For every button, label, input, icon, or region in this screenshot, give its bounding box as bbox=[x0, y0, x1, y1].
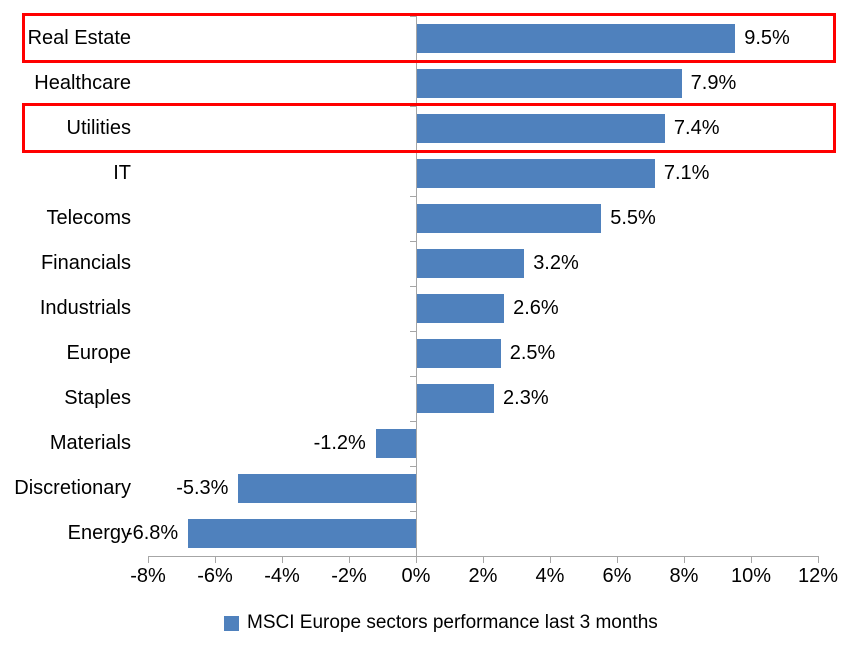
value-label-europe: 2.5% bbox=[509, 342, 556, 364]
category-axis-line bbox=[416, 16, 417, 556]
bar-utilities bbox=[417, 114, 665, 143]
category-label-discretionary: Discretionary bbox=[14, 477, 131, 499]
value-axis-tick bbox=[751, 556, 752, 563]
bar-materials bbox=[375, 429, 416, 458]
value-label-discretionary: -5.3% bbox=[176, 477, 229, 499]
value-label-real-estate: 9.5% bbox=[744, 27, 790, 49]
x-tick-label: 2% bbox=[468, 565, 498, 587]
category-label-financials: Financials bbox=[40, 252, 131, 274]
x-tick-label: -6% bbox=[197, 565, 233, 587]
value-label-energy: -6.8% bbox=[125, 522, 179, 544]
value-label-financials: 3.2% bbox=[533, 252, 579, 274]
x-tick-label: 4% bbox=[535, 565, 565, 587]
x-tick-label: 10% bbox=[730, 565, 772, 587]
category-label-industrials: Industrials bbox=[39, 297, 131, 319]
value-axis-tick bbox=[215, 556, 216, 563]
category-axis-tick bbox=[410, 376, 416, 377]
category-label-materials: Materials bbox=[49, 432, 131, 454]
value-axis-tick bbox=[684, 556, 685, 563]
highlight-box-real-estate bbox=[22, 13, 836, 63]
category-axis-tick bbox=[410, 16, 416, 17]
bar-real-estate bbox=[417, 24, 736, 53]
value-axis-tick bbox=[483, 556, 484, 563]
category-axis-tick bbox=[410, 466, 416, 467]
x-tick-label: 8% bbox=[669, 565, 699, 587]
category-axis-tick bbox=[410, 106, 416, 107]
value-axis-tick bbox=[148, 556, 149, 563]
value-axis-tick bbox=[282, 556, 283, 563]
x-tick-label: -8% bbox=[130, 565, 166, 587]
bar-it bbox=[417, 159, 655, 188]
category-label-telecoms: Telecoms bbox=[46, 207, 131, 229]
value-label-telecoms: 5.5% bbox=[610, 207, 656, 229]
bar-energy bbox=[188, 519, 416, 548]
value-axis-tick bbox=[550, 556, 551, 563]
bar-healthcare bbox=[417, 69, 682, 98]
category-label-healthcare: Healthcare bbox=[34, 72, 131, 94]
category-axis-tick bbox=[410, 331, 416, 332]
value-label-healthcare: 7.9% bbox=[690, 72, 737, 94]
value-label-industrials: 2.6% bbox=[513, 297, 559, 319]
value-label-utilities: 7.4% bbox=[673, 117, 720, 139]
value-label-it: 7.1% bbox=[663, 162, 710, 184]
category-label-utilities: Utilities bbox=[66, 117, 131, 139]
bar-financials bbox=[417, 249, 525, 278]
bar-staples bbox=[417, 384, 495, 413]
category-label-it: IT bbox=[113, 162, 131, 184]
category-axis-tick bbox=[410, 241, 416, 242]
x-tick-label: 0% bbox=[401, 565, 431, 587]
bar-industrials bbox=[417, 294, 505, 323]
category-axis-tick bbox=[410, 421, 416, 422]
category-axis-tick bbox=[410, 286, 416, 287]
bar-telecoms bbox=[417, 204, 602, 233]
value-label-staples: 2.3% bbox=[503, 387, 549, 409]
value-axis-tick bbox=[416, 556, 417, 563]
legend: MSCI Europe sectors performance last 3 m… bbox=[224, 612, 658, 634]
x-tick-label: 6% bbox=[602, 565, 632, 587]
category-label-real-estate: Real Estate bbox=[27, 27, 131, 49]
x-tick-label: -4% bbox=[264, 565, 300, 587]
category-label-europe: Europe bbox=[66, 342, 132, 364]
bar-europe bbox=[417, 339, 501, 368]
value-axis-tick bbox=[349, 556, 350, 563]
value-axis-tick bbox=[617, 556, 618, 563]
category-label-energy: Energy bbox=[67, 522, 131, 544]
x-tick-label: -2% bbox=[331, 565, 367, 587]
category-axis-tick bbox=[410, 196, 416, 197]
highlight-box-utilities bbox=[22, 103, 836, 153]
category-label-staples: Staples bbox=[64, 387, 131, 409]
value-label-materials: -1.2% bbox=[313, 432, 366, 454]
bar-discretionary bbox=[238, 474, 416, 503]
value-axis-tick bbox=[818, 556, 819, 563]
x-tick-label: 12% bbox=[797, 565, 839, 587]
category-axis-tick bbox=[410, 511, 416, 512]
legend-swatch-icon bbox=[224, 615, 239, 631]
legend-label: MSCI Europe sectors performance last 3 m… bbox=[247, 612, 658, 633]
